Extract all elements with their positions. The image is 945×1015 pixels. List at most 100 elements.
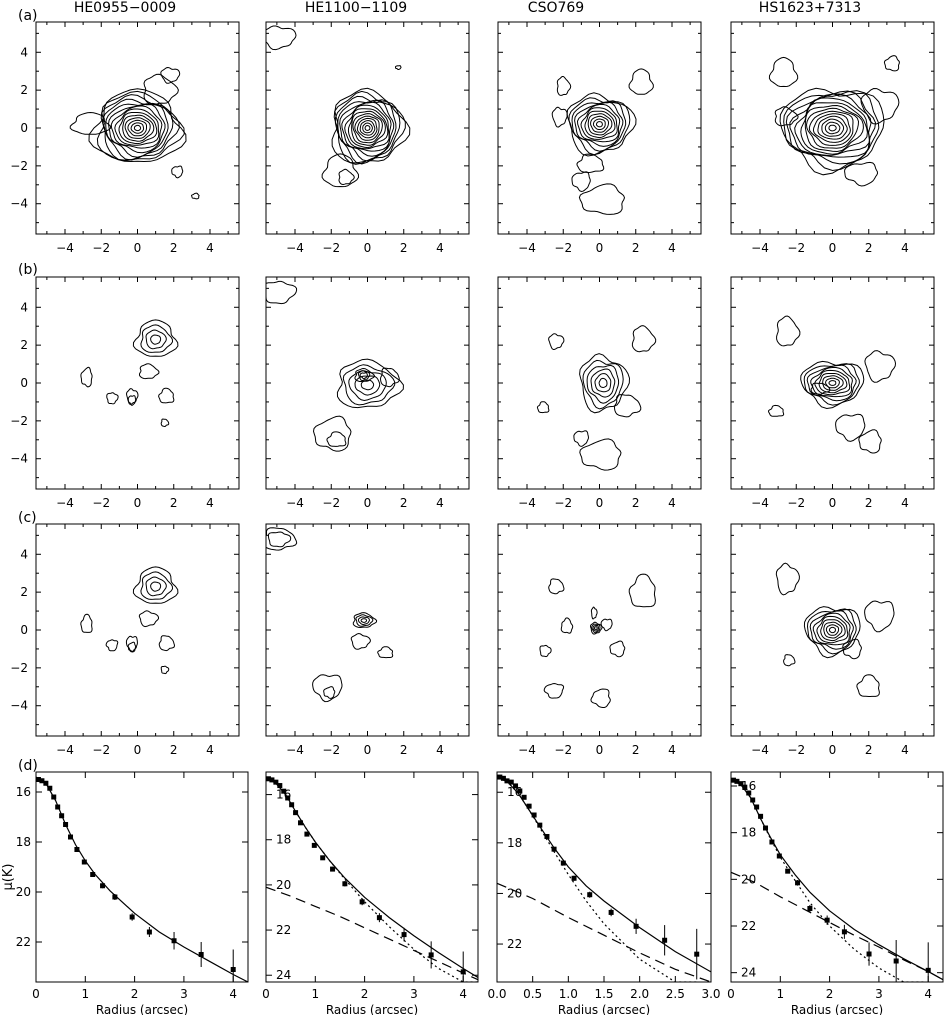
y-tick-label: 22 xyxy=(507,937,522,951)
contour-island xyxy=(548,333,565,351)
x-tick-label: 4 xyxy=(206,241,214,255)
y-tick-label: 20 xyxy=(741,872,756,886)
x-tick-label: 4 xyxy=(436,496,444,510)
contour-panel-b-3: −4 −2 0 2 4 xyxy=(497,276,702,510)
data-point xyxy=(824,917,830,923)
disk-fit-line xyxy=(266,886,478,981)
x-tick-label: 2 xyxy=(865,743,873,757)
data-point xyxy=(587,892,593,898)
contour-island xyxy=(776,315,801,347)
contour-island xyxy=(628,68,654,95)
x-tick-label: 4 xyxy=(901,241,909,255)
contour-line xyxy=(341,101,392,152)
data-point xyxy=(129,914,135,920)
contour-line xyxy=(364,124,371,131)
data-point xyxy=(63,822,69,827)
data-point xyxy=(311,842,317,848)
contour-line xyxy=(587,113,613,136)
contour-line xyxy=(150,334,162,345)
contour-line xyxy=(800,102,868,155)
contour-line xyxy=(118,112,158,145)
contour-island xyxy=(321,153,360,188)
y-tick-label: −4 xyxy=(10,452,28,466)
contour-island xyxy=(628,573,656,608)
x-tick-label: 2 xyxy=(131,987,139,1001)
x-tick-label: −2 xyxy=(92,241,110,255)
contour-panel-a-3: −4 −2 0 2 4 xyxy=(497,21,702,255)
contour-line xyxy=(150,581,162,592)
x-tick-label: 2.0 xyxy=(630,987,649,1001)
data-point xyxy=(285,795,291,801)
contour-line xyxy=(140,324,174,353)
contour-line xyxy=(336,358,404,409)
row-label-a: (a) xyxy=(18,8,38,24)
contour-line xyxy=(828,124,837,132)
data-point xyxy=(293,810,299,816)
x-tick-label: 4 xyxy=(901,496,909,510)
y-tick-label: 0 xyxy=(20,623,28,637)
data-point xyxy=(401,932,407,938)
x-tick-label: 2 xyxy=(400,241,408,255)
contour-line xyxy=(806,608,857,655)
contour-line xyxy=(580,107,618,140)
contour-line xyxy=(88,88,187,163)
contour-island xyxy=(379,367,400,388)
y-tick-label: −2 xyxy=(10,661,28,675)
y-tick-label: 4 xyxy=(20,45,28,59)
contour-island xyxy=(266,280,298,305)
contour-island xyxy=(768,56,799,88)
contour-line xyxy=(806,364,857,402)
y-tick-label: 18 xyxy=(16,835,31,849)
data-point xyxy=(807,906,813,911)
contour-panel-b-4: −4 −2 0 2 4 xyxy=(730,276,935,510)
contour-island xyxy=(359,372,368,380)
x-tick-label: 0 xyxy=(364,496,372,510)
x-tick-label: 4 xyxy=(206,496,214,510)
total-fit-line xyxy=(497,776,711,973)
contour-island xyxy=(856,674,880,697)
data-point xyxy=(47,785,53,791)
contour-island xyxy=(127,395,137,406)
contour-island xyxy=(548,578,565,595)
data-point xyxy=(795,880,801,886)
contour-island xyxy=(326,431,347,447)
data-point xyxy=(738,781,744,787)
bulge-fit-line xyxy=(731,778,924,982)
x-tick-label: −2 xyxy=(322,743,340,757)
x-tick-label: −2 xyxy=(554,241,572,255)
contour-line xyxy=(803,363,860,406)
data-point xyxy=(376,915,382,921)
data-point xyxy=(925,967,931,973)
y-tick-label: 22 xyxy=(741,919,756,933)
contour-line xyxy=(589,621,603,635)
contour-line xyxy=(568,97,631,156)
x-tick-label: 2 xyxy=(400,496,408,510)
y-tick-label: −2 xyxy=(10,159,28,173)
data-point xyxy=(342,881,348,887)
contour-island xyxy=(883,55,900,72)
contour-line xyxy=(591,623,601,634)
contour-panel-c-3: −4 −2 0 2 4 xyxy=(497,523,702,757)
x-tick-label: −4 xyxy=(518,241,536,255)
panel-frame xyxy=(496,771,712,983)
contour-island xyxy=(160,418,170,428)
contour-line xyxy=(348,370,387,402)
x-tick-label: 3.0 xyxy=(701,987,720,1001)
contour-island xyxy=(576,153,605,174)
contour-island xyxy=(312,674,343,703)
x-tick-label: 2 xyxy=(865,496,873,510)
contour-line xyxy=(342,364,396,406)
data-point xyxy=(59,813,65,819)
y-tick-label: 24 xyxy=(276,968,291,982)
contour-line xyxy=(592,118,606,130)
panel-frame xyxy=(497,21,702,235)
y-tick-label: −2 xyxy=(10,414,28,428)
x-tick-label: 2 xyxy=(400,743,408,757)
contour-line xyxy=(571,100,627,152)
x-tick-label: 2 xyxy=(170,743,178,757)
x-tick-label: −4 xyxy=(751,743,769,757)
contour-line xyxy=(810,367,853,398)
y-tick-label: 18 xyxy=(276,833,291,847)
data-point xyxy=(289,802,295,808)
